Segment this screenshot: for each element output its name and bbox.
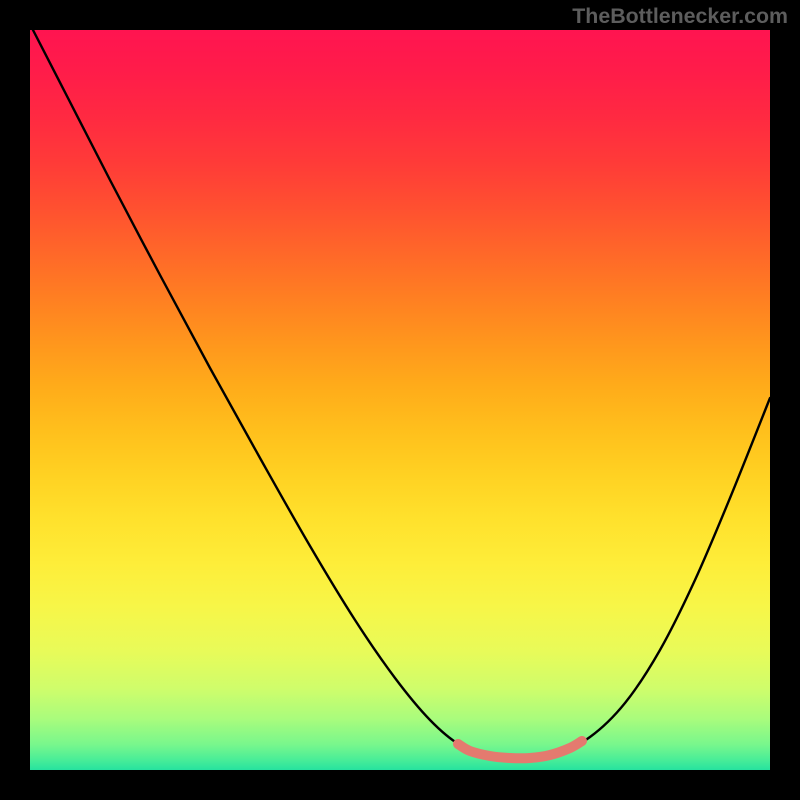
gradient-background <box>30 30 770 770</box>
chart-container: TheBottlenecker.com <box>0 0 800 800</box>
attribution-text: TheBottlenecker.com <box>572 4 788 29</box>
chart-svg <box>0 0 800 800</box>
